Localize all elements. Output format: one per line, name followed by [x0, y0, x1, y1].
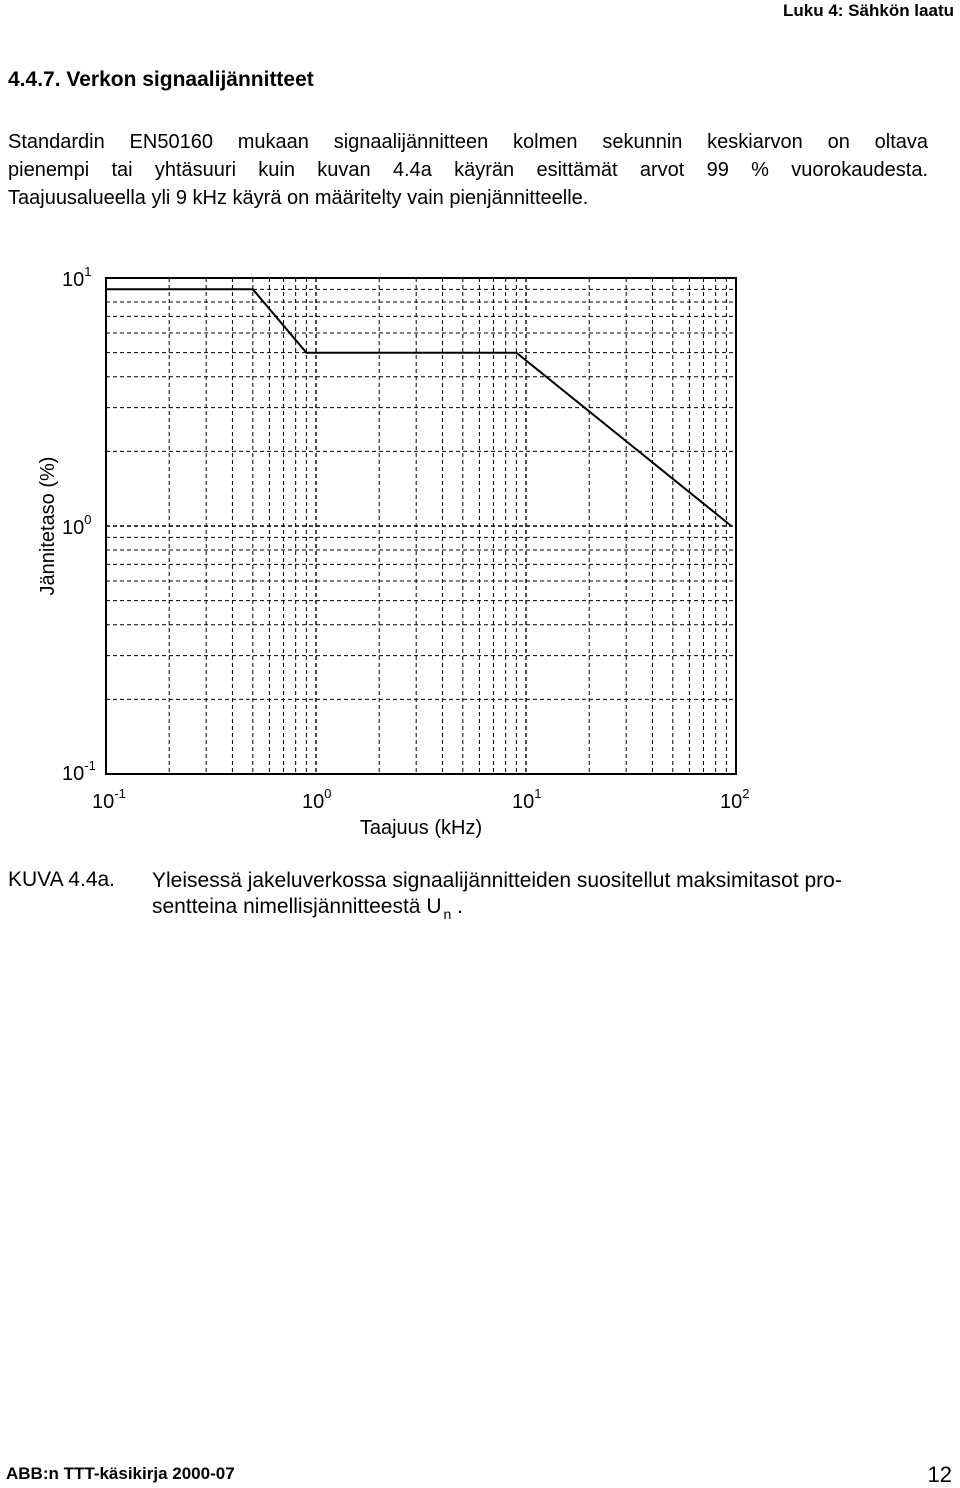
caption-line-text: sentteina nimellisjännitteestä U [152, 895, 442, 918]
x-tick-label: 10-1 [92, 786, 126, 813]
chart-grid [106, 278, 736, 774]
section-title: 4.4.7. Verkon signaalijännitteet [8, 68, 314, 91]
plot-frame [105, 277, 737, 775]
x-axis-label: Taajuus (kHz) [360, 817, 482, 839]
caption-period: . [457, 895, 463, 918]
caption-line: Yleisessä jakeluverkossa signaalijännitt… [152, 869, 842, 892]
x-tick-label: 100 [302, 786, 331, 813]
frequency-level-chart: 10-1 100 101 102 10-1 100 101 Taajuus (k… [37, 264, 749, 839]
footer-source: ABB:n TTT-käsikirja 2000-07 [6, 1464, 235, 1483]
y-tick-label: 10-1 [62, 758, 96, 785]
y-axis-label: Jännitetaso (%) [37, 457, 59, 596]
series-line [106, 288, 732, 527]
y-tick-label: 100 [62, 512, 91, 539]
body-paragraph: Standardin EN50160 mukaan signaalijännit… [8, 128, 928, 212]
paragraph-line: Taajuusalueella yli 9 kHz käyrä on määri… [8, 187, 589, 209]
paragraph-line: pienempi tai yhtäsuuri kuin kuvan 4.4a k… [8, 159, 928, 181]
page-number: 12 [927, 1462, 952, 1487]
x-tick-label: 102 [720, 786, 749, 813]
figure-caption: Yleisessä jakeluverkossa signaalijännitt… [152, 868, 932, 922]
chapter-header: Luku 4: Sähkön laatu [783, 1, 954, 20]
x-tick-label: 101 [512, 786, 541, 813]
paragraph-line: Standardin EN50160 mukaan signaalijännit… [8, 131, 928, 153]
caption-subscript: n [443, 906, 452, 922]
figure-label: KUVA 4.4a. [8, 868, 116, 891]
y-tick-label: 101 [62, 264, 91, 291]
